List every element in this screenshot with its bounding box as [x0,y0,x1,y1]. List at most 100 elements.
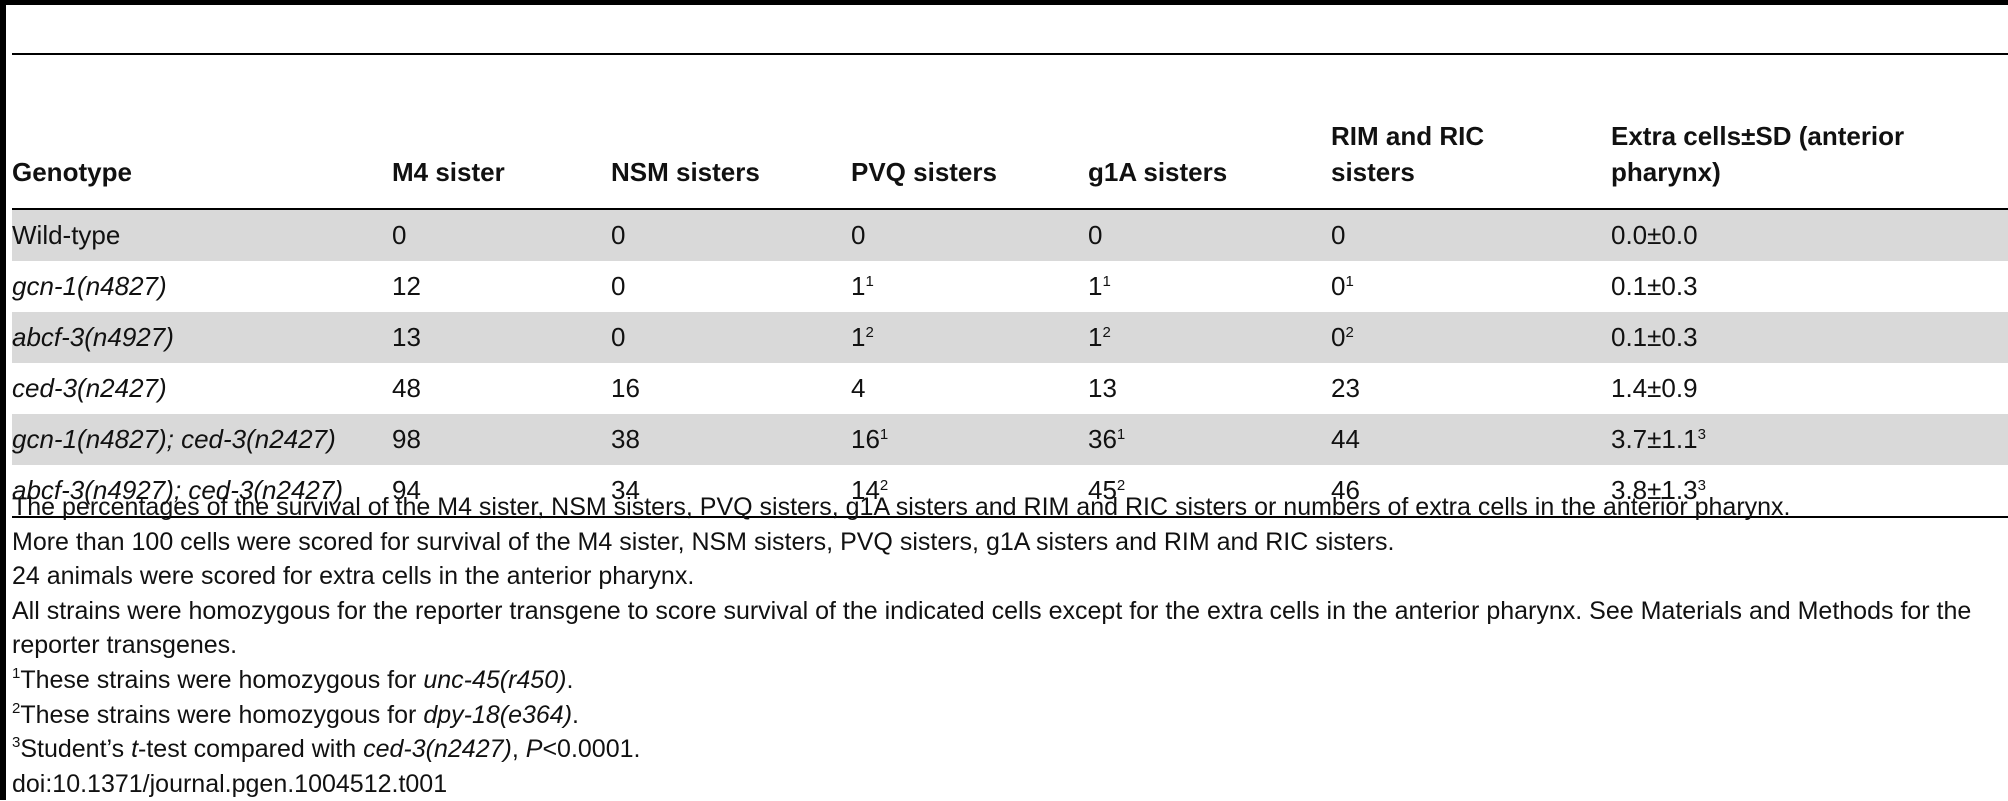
cell-g1a-footnote: 2 [1116,477,1126,494]
cell-extra-value: 3.8±1.3 [1611,475,1698,505]
cell-g1a: 452 [1088,465,1331,517]
cell-genotype: gcn-1(n4827); ced-3(n2427) [12,424,336,454]
cell-extra-value: 0.1±0.3 [1611,271,1698,301]
cell-g1a: 12 [1088,312,1331,363]
cell-g1a: 0 [1088,209,1331,261]
footnote-2: 2These strains were homozygous for dpy-1… [12,698,2002,733]
note-line: 24 animals were scored for extra cells i… [12,562,695,591]
cell-m4: 98 [392,424,421,454]
cell-g1a: 13 [1088,363,1331,414]
top-border [0,0,2008,5]
cell-pvq-footnote: 1 [879,426,889,443]
cell-rim: 23 [1331,363,1611,414]
cell-nsm: 38 [611,424,640,454]
cell-pvq: 0 [851,209,1088,261]
cell-extra: 1.4±0.9 [1611,363,2008,414]
footnote-3-text-b: -test compared with [138,735,364,764]
table-row: abcf-3(n4927); ced-3(n2427) 94 34 142 45… [12,465,2008,517]
cell-pvq-value: 0 [851,220,866,250]
cell-g1a-value: 13 [1088,373,1117,403]
cell-pvq-footnote: 2 [879,477,889,494]
footnote-3-mark: 3 [12,734,21,752]
cell-g1a-value: 45 [1088,475,1117,505]
cell-rim-value: 46 [1331,475,1360,505]
footnote-2-gene: dpy-18(e364) [423,700,573,729]
footnote-3-gene: ced-3(n2427) [363,735,512,764]
cell-genotype: ced-3(n2427) [12,373,167,403]
footnote-1-end: . [566,665,574,694]
cell-nsm: 0 [611,220,626,250]
cell-g1a: 361 [1088,414,1331,465]
header-m4-sister: M4 sister [392,157,505,187]
cell-pvq: 11 [851,261,1088,312]
cell-m4: 13 [392,322,421,352]
cell-m4: 94 [392,475,421,505]
cell-genotype: abcf-3(n4927); ced-3(n2427) [12,475,343,505]
footnote-2-text: These strains were homozygous for [20,700,424,729]
header-genotype: Genotype [12,157,132,187]
cell-extra: 0.1±0.3 [1611,261,2008,312]
cell-rim-footnote: 2 [1345,324,1354,341]
cell-rim-value: 0 [1331,322,1346,352]
cell-g1a-value: 0 [1088,220,1103,250]
header-pvq-sisters: PVQ sisters [851,157,997,187]
cell-rim: 02 [1331,312,1611,363]
cell-m4: 0 [392,220,407,250]
footnote-1-text: These strains were homozygous for [20,665,424,694]
cell-nsm: 34 [611,475,640,505]
cell-m4: 12 [392,271,421,301]
cell-pvq: 4 [851,363,1088,414]
cell-genotype: abcf-3(n4927) [12,322,174,352]
footnote-1: 1These strains were homozygous for unc-4… [12,663,2002,698]
cell-rim: 44 [1331,414,1611,465]
cell-nsm: 16 [611,373,640,403]
cell-g1a-footnote: 1 [1116,426,1126,443]
left-border [0,0,6,800]
header-g1a-sisters: g1A sisters [1088,157,1228,187]
table-row: gcn-1(n4827) 12 0 11 11 01 0.1±0.3 [12,261,2008,312]
cell-extra-value: 1.4±0.9 [1611,373,1698,403]
cell-g1a-value: 1 [1088,271,1103,301]
cell-extra-value: 3.7±1.1 [1611,424,1698,454]
cell-pvq-value: 14 [851,475,880,505]
footnote-3-text-a: Student’s [20,735,132,764]
cell-pvq: 12 [851,312,1088,363]
cell-g1a: 11 [1088,261,1331,312]
cell-genotype: Wild-type [12,220,121,250]
table-row: Wild-type 0 0 0 0 0 0.0±0.0 [12,209,2008,261]
cell-pvq-value: 4 [851,373,866,403]
header-extra-cells: Extra cells±SD (anterior pharynx) [1611,121,1905,187]
cell-extra: 3.7±1.13 [1611,414,2008,465]
cell-rim: 46 [1331,465,1611,517]
cell-rim-value: 0 [1331,220,1346,250]
cell-g1a-footnote: 2 [1102,324,1111,341]
cell-nsm: 0 [611,271,626,301]
cell-pvq-value: 1 [851,271,866,301]
note-line: All strains were homozygous for the repo… [12,596,1972,660]
cell-pvq: 161 [851,414,1088,465]
cell-extra-footnote: 3 [1697,477,1706,494]
table-row: ced-3(n2427) 48 16 4 13 23 1.4±0.9 [12,363,2008,414]
cell-pvq-footnote: 2 [865,324,874,341]
cell-pvq: 142 [851,465,1088,517]
cell-pvq-value: 16 [851,424,880,454]
data-table-container: Genotype M4 sister NSM sisters PVQ siste… [12,53,2008,518]
footnote-3-text-d: <0.0001. [542,735,641,764]
cell-extra: 0.0±0.0 [1611,209,2008,261]
table-row: gcn-1(n4827); ced-3(n2427) 98 38 161 361… [12,414,2008,465]
cell-pvq-footnote: 1 [865,273,874,290]
cell-rim: 01 [1331,261,1611,312]
footnote-2-end: . [572,700,579,729]
cell-extra-value: 0.1±0.3 [1611,322,1698,352]
header-nsm-sisters: NSM sisters [611,157,760,187]
doi-line: doi:10.1371/journal.pgen.1004512.t001 [12,769,448,798]
cell-extra: 0.1±0.3 [1611,312,2008,363]
footnote-3-p: P [525,735,543,764]
footnote-2-mark: 2 [12,699,21,717]
cell-pvq-value: 1 [851,322,866,352]
footnote-1-gene: unc-45(r450) [423,665,567,694]
note-line: The percentages of the survival of the M… [12,493,1791,521]
table-notes: The percentages of the survival of the M… [12,490,2002,801]
cell-rim-value: 0 [1331,271,1346,301]
cell-g1a-value: 1 [1088,322,1103,352]
